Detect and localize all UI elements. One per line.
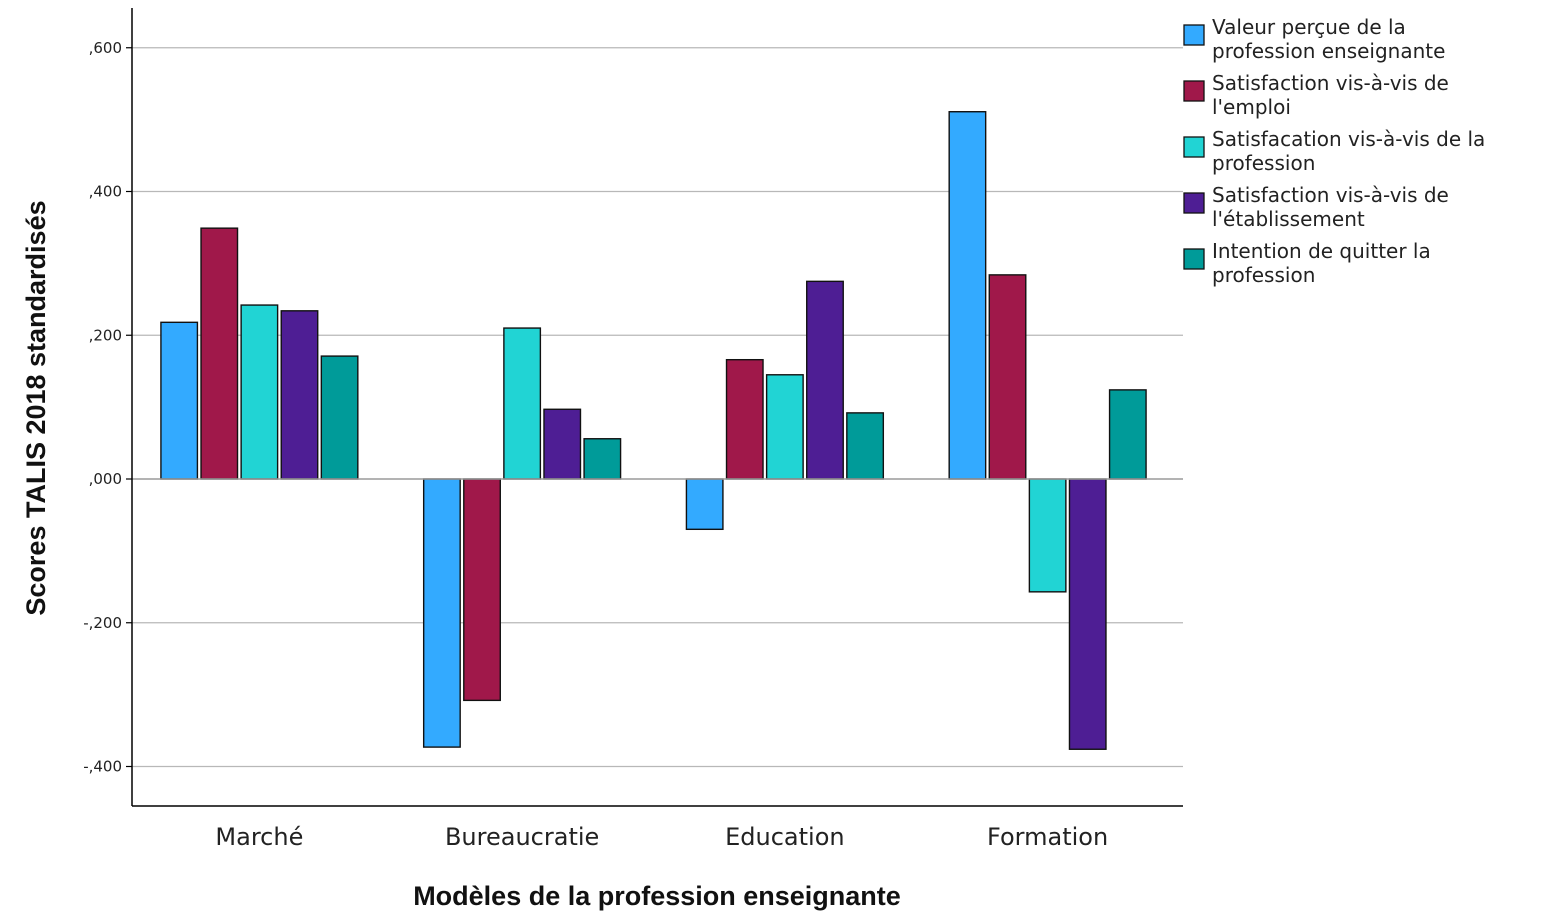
bar: [846, 412, 885, 480]
bar: [948, 111, 987, 480]
legend-swatch: [1183, 248, 1205, 270]
bar: [1068, 478, 1107, 750]
legend-swatch: [1183, 192, 1205, 214]
bar: [988, 274, 1027, 480]
x-category-labels: Marché Bureaucratie Education Formation: [215, 823, 1108, 851]
bar: [765, 374, 804, 480]
y-tick-label: ,600: [89, 39, 122, 57]
y-axis-title: Scores TALIS 2018 standardisés: [21, 200, 51, 615]
bar: [160, 321, 199, 480]
legend-label: Valeur perçue de la profession enseignant…: [1212, 15, 1445, 63]
legend: Valeur perçue de la profession enseignant…: [1183, 15, 1485, 287]
bar: [422, 478, 461, 748]
legend-label: Satisfaction vis-à-vis de l'établissement: [1212, 183, 1449, 231]
bar: [280, 310, 319, 480]
y-tick-label: ,200: [89, 326, 122, 344]
y-tick-label: ,000: [89, 470, 122, 488]
y-tick-labels: ,600 ,400 ,200 ,000 -,200 -,400: [83, 39, 122, 776]
bar: [200, 227, 239, 480]
bar: [725, 358, 764, 480]
x-category-label: Education: [725, 823, 844, 851]
bar: [543, 408, 582, 480]
axes: [131, 8, 1183, 807]
x-axis-title: Modèles de la profession enseignante: [413, 881, 901, 911]
legend-swatch: [1183, 136, 1205, 158]
legend-label: Satisfacation vis-à-vis de la profession: [1212, 127, 1485, 175]
y-tick-label: -,400: [83, 758, 122, 776]
bar: [503, 327, 542, 480]
bar: [463, 478, 501, 702]
legend-swatch: [1183, 24, 1205, 46]
bar: [685, 478, 724, 531]
bar: [320, 355, 359, 480]
bar: [240, 304, 279, 480]
bar: [583, 438, 622, 480]
bars: [160, 111, 1147, 750]
x-category-label: Marché: [215, 823, 303, 851]
bar: [1028, 478, 1067, 593]
y-tick-label: -,200: [83, 614, 122, 632]
y-tick-label: ,400: [89, 183, 122, 201]
bar: [806, 280, 844, 480]
legend-label: Intention de quitter la profession: [1212, 239, 1431, 287]
x-category-label: Bureaucratie: [445, 823, 599, 851]
x-category-label: Formation: [987, 823, 1108, 851]
legend-label: Satisfaction vis-à-vis de l'emploi: [1212, 71, 1449, 119]
bar: [1108, 389, 1147, 480]
legend-swatch: [1183, 80, 1205, 102]
